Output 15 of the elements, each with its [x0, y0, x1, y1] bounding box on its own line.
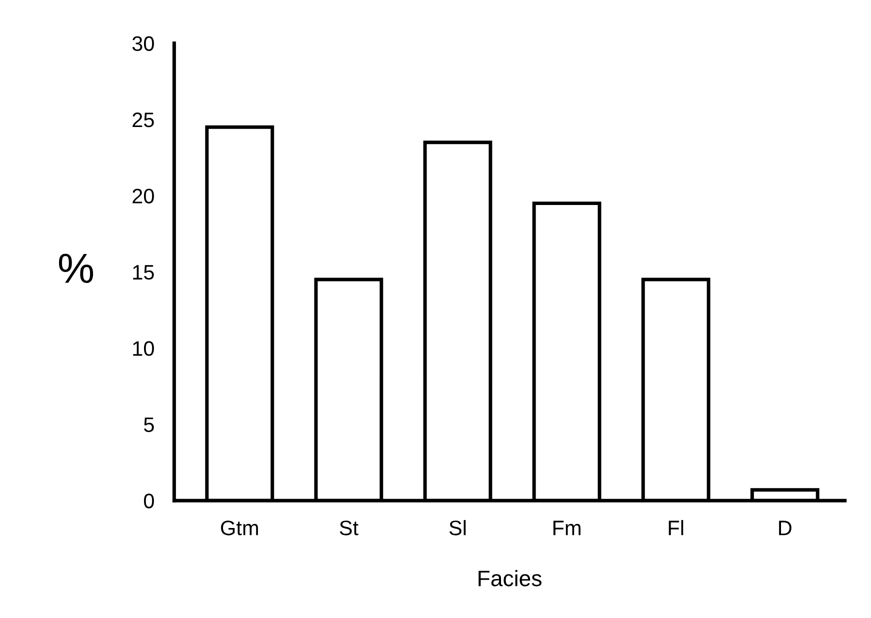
- y-axis-title: %: [58, 254, 94, 283]
- y-tick-label: 10: [133, 341, 154, 356]
- y-tick-label: 0: [144, 494, 154, 508]
- x-axis-title: Facies: [478, 570, 542, 586]
- x-tick-label: Fl: [668, 520, 684, 536]
- x-tick-label: Sl: [449, 520, 466, 536]
- y-tick-label: 5: [144, 418, 154, 432]
- y-tick-label: 25: [132, 112, 154, 128]
- y-tick-label: 15: [133, 265, 154, 280]
- x-tick-label: D: [779, 520, 792, 536]
- x-tick-label: Gtm: [221, 520, 258, 536]
- y-tick-label: 30: [132, 36, 154, 52]
- x-tick-label: Fm: [553, 520, 580, 536]
- y-tick-label: 20: [132, 188, 154, 204]
- x-tick-label: St: [340, 520, 358, 536]
